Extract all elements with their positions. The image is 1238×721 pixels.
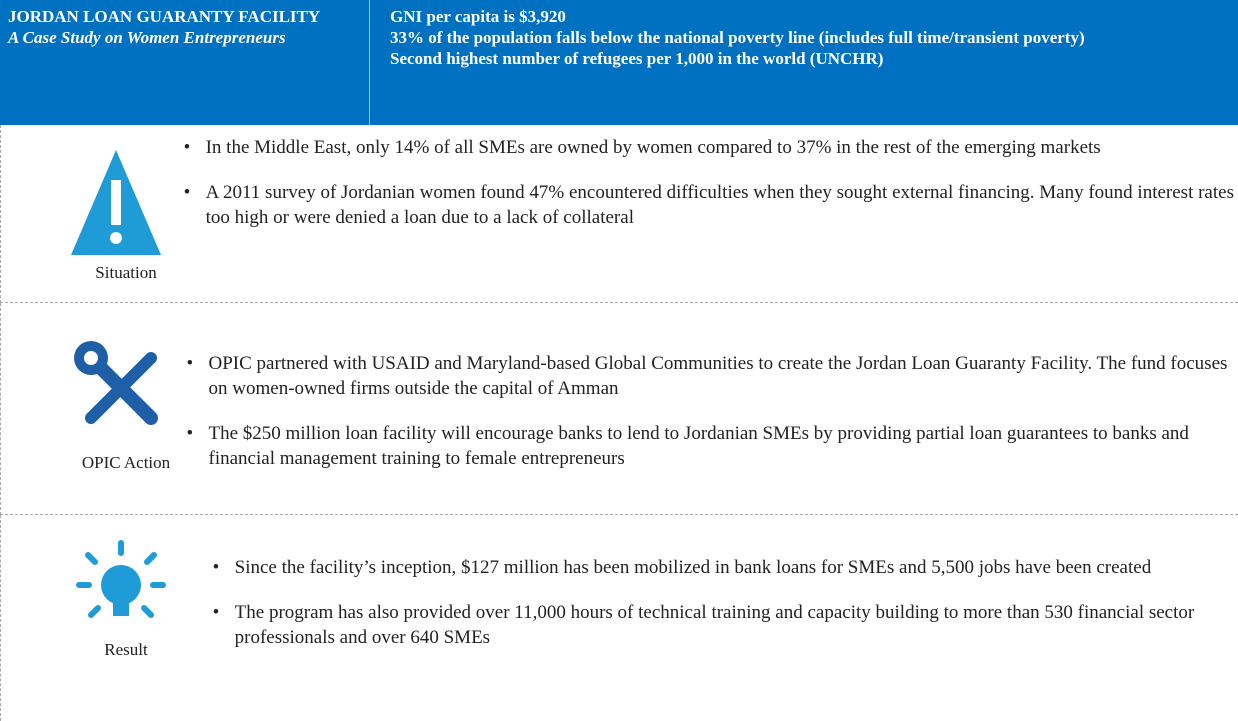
section: Situation In the Middle East, only 14% o… (0, 125, 1238, 303)
section-label: Situation (95, 263, 157, 282)
section-label: Result (104, 640, 148, 659)
section: OPIC Action OPIC partnered with USAID an… (0, 303, 1238, 515)
tools-icon (74, 341, 158, 425)
section: Result Since the facility’s inception, $… (0, 515, 1238, 721)
header-left: JORDAN LOAN GUARANTY FACILITY A Case Stu… (0, 0, 370, 125)
subtitle: A Case Study on Women Entrepreneurs (8, 28, 286, 47)
icon-cell: Situation (1, 125, 178, 302)
header-facts: GNI per capita is $3,920 33% of the popu… (370, 0, 1238, 125)
section-label: OPIC Action (81, 453, 171, 472)
fact: 33% of the population falls below the na… (390, 28, 1085, 47)
icon-cell: Result (1, 515, 207, 721)
bullet: OPIC partnered with USAID and Maryland-b… (187, 351, 1238, 401)
header: JORDAN LOAN GUARANTY FACILITY A Case Stu… (0, 0, 1238, 125)
bullets: Since the facility’s inception, $127 mil… (207, 515, 1238, 721)
fact: GNI per capita is $3,920 (390, 7, 566, 26)
bullets: In the Middle East, only 14% of all SMEs… (178, 125, 1238, 302)
warning-icon (71, 150, 161, 255)
fact: Second highest number of refugees per 1,… (390, 49, 884, 68)
bullet: A 2011 survey of Jordanian women found 4… (184, 180, 1238, 230)
title: JORDAN LOAN GUARANTY FACILITY (8, 7, 321, 26)
bullet: The program has also provided over 11,00… (213, 600, 1238, 650)
bulb-icon (76, 540, 166, 618)
bullet: Since the facility’s inception, $127 mil… (213, 555, 1238, 580)
bullet: The $250 million loan facility will enco… (187, 421, 1238, 471)
icon-cell: OPIC Action (1, 303, 181, 514)
bullet: In the Middle East, only 14% of all SMEs… (184, 135, 1238, 160)
bullets: OPIC partnered with USAID and Maryland-b… (181, 303, 1238, 514)
